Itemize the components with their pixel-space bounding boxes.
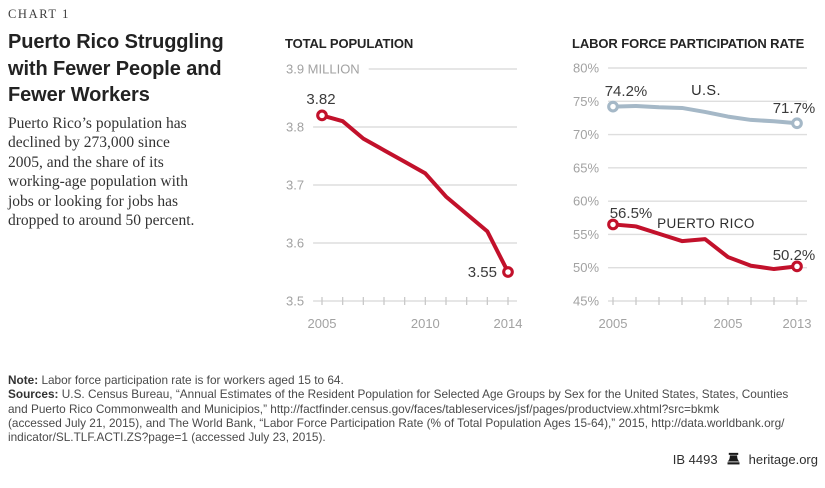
series-marker-puerto-rico [607,218,619,231]
y-axis-label: 80% [573,61,599,76]
note-label: Note: [8,373,39,387]
series-marker-puerto-rico-total-population [316,109,328,122]
y-axis-label: 3.8 [286,120,304,135]
x-axis-label: 2013 [783,316,812,331]
brand-url: heritage.org [748,452,818,467]
sources-text: U.S. Census Bureau, “Annual Estimates of… [8,387,789,445]
population-chart-plot: 3.9 MILLION 3.8 3.7 3.6 3.5 2005 2010 2014 [286,62,523,332]
series-line-puerto-rico [611,222,799,272]
x-axis-label: 2005 [308,316,337,331]
y-axis-label: 70% [573,127,599,142]
series-marker-puerto-rico [791,260,803,273]
series-marker-puerto-rico-total-population [502,266,514,278]
series-marker-u-s [607,100,619,113]
population-start-value-label: 3.82 [306,91,336,108]
puerto-rico-start-value-label: 56.5% [609,205,653,222]
population-end-value-label: 3.55 [467,264,497,281]
sources-label: Sources: [8,387,59,402]
series-line-u-s [611,103,799,126]
us-series-label: U.S. [691,83,721,99]
y-axis-label: 55% [573,227,599,242]
y-axis-label: 65% [573,160,599,175]
x-axis-label: 2005 [714,316,743,331]
x-axis-label: 2014 [494,316,523,331]
footnotes: Note: Labor force participation rate is … [8,373,823,444]
lfpr-chart-plot: 80%75%70%65%60%55%50%45%2005 2005 2013 [573,61,812,332]
puerto-rico-end-value-label: 50.2% [772,247,816,264]
footer-branding: IB 4493 heritage.org [673,452,818,467]
us-end-value-label: 71.7% [772,100,816,117]
y-axis-label: 3.6 [286,236,304,251]
x-axis-label: 2010 [411,316,440,331]
page-description: Puerto Rico’s population has declined by… [8,115,195,230]
lfpr-chart-title: LABOR FORCE PARTICIPATION RATE [572,36,805,51]
heritage-bell-icon [727,452,740,465]
document-id: IB 4493 [672,452,718,467]
series-line-puerto-rico-total-population [320,113,510,274]
y-axis-label: 60% [573,194,599,209]
page-title: Puerto Rico Struggling with Fewer People… [8,31,224,107]
y-axis-label: 3.5 [286,294,304,309]
y-axis-label: 3.7 [286,178,304,193]
y-axis-label: 3.9 MILLION [286,62,360,77]
puerto-rico-series-label: PUERTO RICO [657,216,755,231]
chart-number-label: CHART 1 [8,7,70,21]
sources-line: Sources: U.S. Census Bureau, “Annual Est… [8,387,823,444]
x-axis-label: 2005 [599,316,628,331]
population-chart-title: TOTAL POPULATION [285,36,414,51]
us-start-value-label: 74.2% [604,83,648,100]
y-axis-label: 50% [573,260,599,275]
y-axis-label: 45% [573,294,599,309]
note-line: Note: Labor force participation rate is … [8,373,823,387]
note-text: Labor force participation rate is for wo… [41,373,344,387]
y-axis-label: 75% [573,94,599,109]
series-marker-u-s [791,117,803,130]
